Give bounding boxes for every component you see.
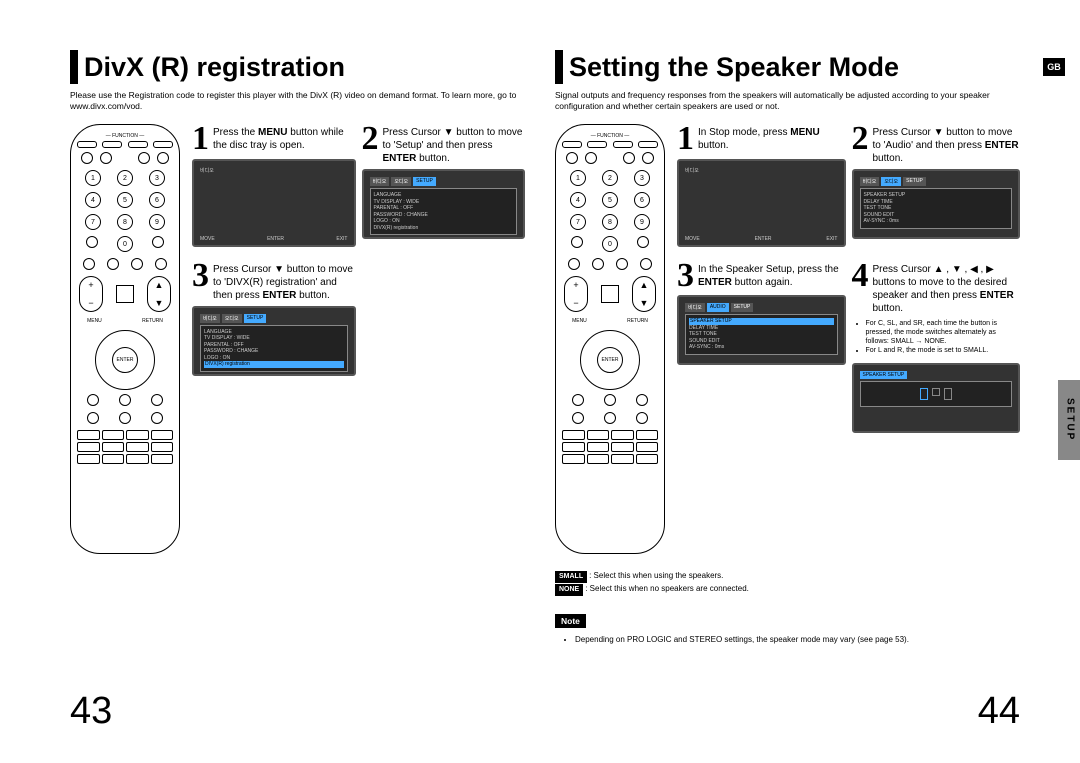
tv-screen-2-right: 비디오오디오SETUP SPEAKER SETUP DELAY TIME TES… (852, 169, 1021, 239)
legend-text: : Select this when no speakers are conne… (585, 584, 749, 593)
section-header-right: Setting the Speaker Mode (555, 50, 1020, 84)
legend-chip: NONE (555, 584, 583, 596)
section-title-right: Setting the Speaker Mode (569, 52, 899, 83)
tv-screen-1-left: 비디오 MOVE ENTER EXIT (192, 159, 356, 247)
step-text: Press Cursor ▼ button to move to 'Audio'… (873, 124, 1021, 165)
step-text: Press Cursor ▲ , ▼ , ◀ , ▶ buttons to mo… (873, 261, 1021, 315)
step-4-right: 4 Press Cursor ▲ , ▼ , ◀ , ▶ buttons to … (852, 261, 1021, 433)
remote-illustration: — FUNCTION — 123 456 789 0 +− ▲▼ MENURET… (70, 124, 180, 554)
step-num: 1 (192, 124, 209, 155)
section-title-left: DivX (R) registration (84, 52, 345, 83)
screen-footer: MOVE (685, 236, 700, 242)
menu-item: AV-SYNC : 0ms (864, 218, 1009, 225)
note-label: Note (555, 614, 586, 628)
menu-item-highlight: DIVX(R) registration (204, 361, 344, 368)
step4-bullets: For C, SL, and SR, each time the button … (852, 319, 1021, 355)
remote-column-left: — FUNCTION — 123 456 789 0 +− ▲▼ MENURET… (70, 124, 180, 554)
tv-screen-3-right: 비디오AUDIOSETUP SPEAKER SETUP DELAY TIME T… (677, 295, 846, 365)
step-num: 2 (362, 124, 379, 155)
page-number-right: 44 (978, 690, 1020, 733)
screen-footer: EXIT (826, 236, 837, 242)
step-num: 4 (852, 261, 869, 292)
note-item: Depending on PRO LOGIC and STEREO settin… (575, 635, 1020, 644)
intro-left: Please use the Registration code to regi… (70, 90, 525, 112)
legend-text: : Select this when using the speakers. (589, 571, 723, 580)
step-text: Press Cursor ▼ button to move to 'Setup'… (383, 124, 526, 165)
page-left: DivX (R) registration Please use the Reg… (0, 0, 540, 763)
screen-footer: MOVE (200, 236, 215, 242)
tv-screen-1-right: 비디오 MOVE ENTER EXIT (677, 159, 846, 247)
remote-column-right: — FUNCTION — 123 456 789 0 +− ▲▼ MENURET… (555, 124, 665, 554)
intro-right: Signal outputs and frequency responses f… (555, 90, 1020, 112)
steps-grid-right: 1 In Stop mode, press MENU button. 비디오 M… (677, 124, 1020, 554)
tv-screen-3-left: 비디오오디오SETUP LANGUAGE TV DISPLAY : WIDE P… (192, 306, 356, 376)
step-3-right: 3 In the Speaker Setup, press the ENTER … (677, 261, 846, 433)
screen-footer: ENTER (755, 236, 772, 242)
bullet-item: For L and R, the mode is set to SMALL. (866, 346, 1021, 355)
screen-label: 비디오 (685, 167, 838, 174)
content-row-right: — FUNCTION — 123 456 789 0 +− ▲▼ MENURET… (555, 124, 1020, 554)
step-2-left: 2 Press Cursor ▼ button to move to 'Setu… (362, 124, 526, 247)
step-2-right: 2 Press Cursor ▼ button to move to 'Audi… (852, 124, 1021, 247)
step-text: Press the MENU button while the disc tra… (213, 124, 356, 152)
step-num: 1 (677, 124, 694, 155)
content-row-left: — FUNCTION — 123 456 789 0 +− ▲▼ MENURET… (70, 124, 525, 554)
step-num: 2 (852, 124, 869, 155)
page-spread: DivX (R) registration Please use the Reg… (0, 0, 1080, 763)
menu-item: AV-SYNC : 0ms (689, 344, 834, 351)
tv-screen-4-right: SPEAKER SETUP (852, 363, 1021, 433)
section-header-left: DivX (R) registration (70, 50, 525, 84)
bullet-item: For C, SL, and SR, each time the button … (866, 319, 1021, 346)
section-mark (70, 50, 78, 84)
screen-footer: ENTER (267, 236, 284, 242)
remote-illustration: — FUNCTION — 123 456 789 0 +− ▲▼ MENURET… (555, 124, 665, 554)
screen-footer: EXIT (336, 236, 347, 242)
steps-grid-left: 1 Press the MENU button while the disc t… (192, 124, 525, 554)
step-3-left: 3 Press Cursor ▼ button to move to 'DIVX… (192, 261, 356, 376)
step-1-left: 1 Press the MENU button while the disc t… (192, 124, 356, 247)
legend-chip: SMALL (555, 571, 587, 583)
menu-item: DIVX(R) registration (374, 225, 514, 232)
screen-label: 비디오 (200, 167, 348, 174)
step-num: 3 (677, 261, 694, 292)
note-list: Depending on PRO LOGIC and STEREO settin… (555, 635, 1020, 644)
language-badge: GB (1043, 58, 1065, 76)
setup-tab: SETUP (1058, 380, 1080, 460)
legend: SMALL: Select this when using the speake… (555, 570, 1020, 596)
page-number-left: 43 (70, 690, 112, 733)
step-num: 3 (192, 261, 209, 292)
page-right: GB SETUP Setting the Speaker Mode Signal… (540, 0, 1080, 763)
step-text: In Stop mode, press MENU button. (698, 124, 846, 152)
step-1-right: 1 In Stop mode, press MENU button. 비디오 M… (677, 124, 846, 247)
step-text: In the Speaker Setup, press the ENTER bu… (698, 261, 846, 289)
step-text: Press Cursor ▼ button to move to 'DIVX(R… (213, 261, 356, 302)
tv-screen-2-left: 비디오오디오SETUP LANGUAGE TV DISPLAY : WIDE P… (362, 169, 526, 239)
section-mark (555, 50, 563, 84)
